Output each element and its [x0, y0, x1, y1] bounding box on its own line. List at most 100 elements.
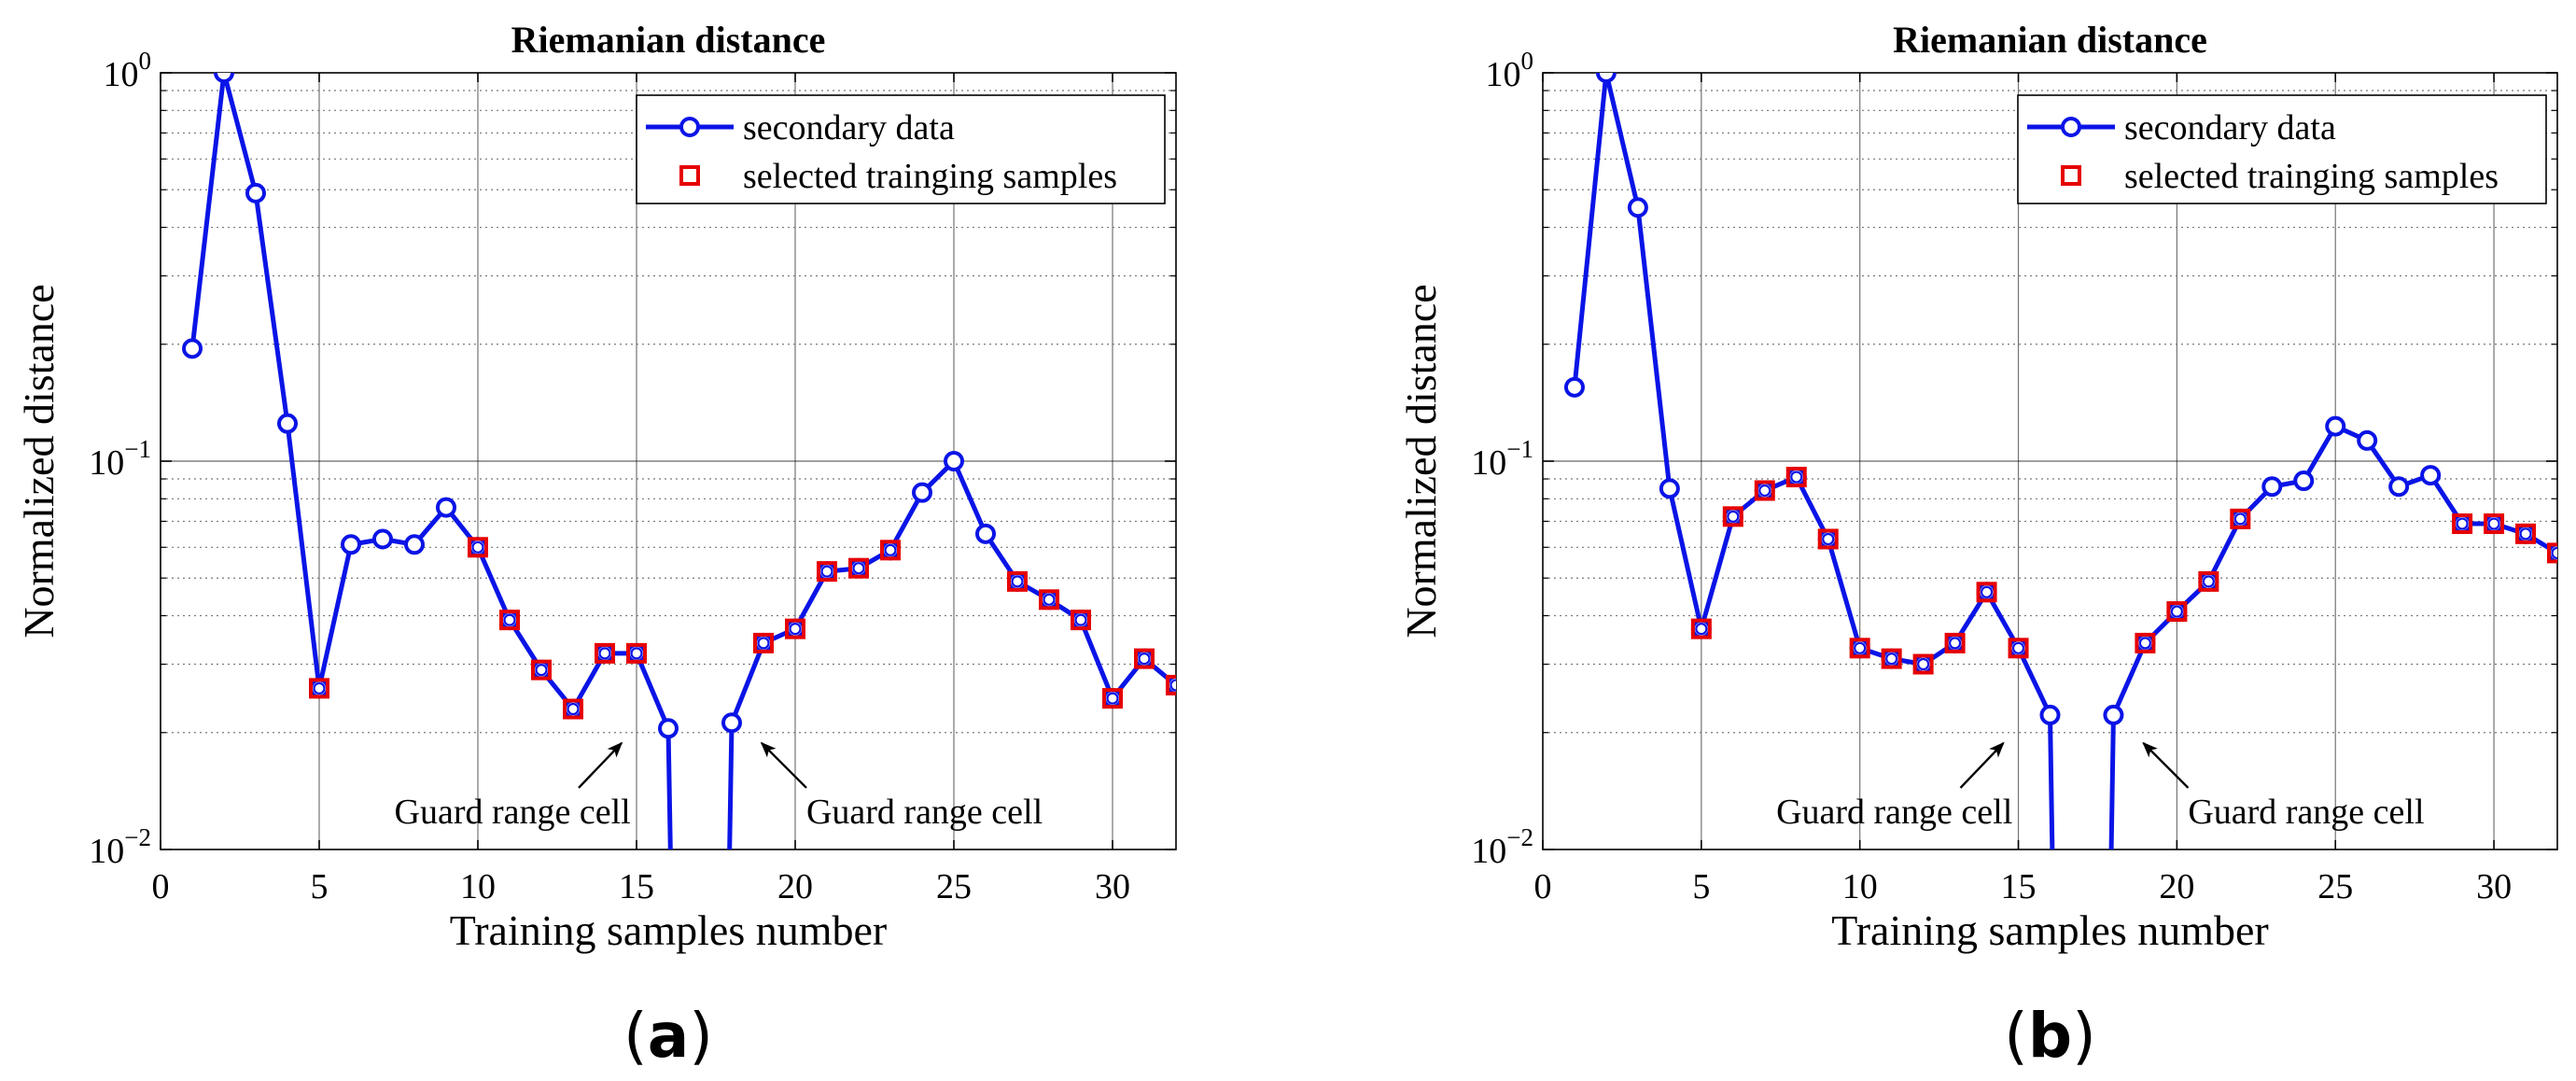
selected-sample-inner	[2519, 527, 2532, 540]
selected-sample-marker	[1007, 570, 1028, 592]
selected-sample-inner	[1917, 657, 1930, 671]
selected-sample-marker	[2484, 513, 2505, 535]
legend-circle-swatch	[2061, 117, 2081, 137]
secondary-data-drop	[727, 723, 735, 849]
secondary-data-point	[944, 451, 964, 471]
legend-box	[2017, 94, 2547, 204]
selected-sample-marker	[563, 698, 583, 720]
secondary-data-point	[1563, 376, 1585, 398]
selected-sample-marker	[2452, 513, 2473, 535]
selected-sample-inner	[1854, 641, 1867, 654]
secondary-data-point	[245, 182, 266, 204]
panel-label: (b)	[2004, 1000, 2096, 1072]
x-tick-label: 15	[2001, 867, 2037, 906]
legend-entry: secondary data	[743, 108, 955, 147]
legend-box	[636, 94, 1166, 204]
annotation-label: Guard range cell	[395, 793, 631, 832]
secondary-data-point	[277, 413, 298, 434]
secondary-data-drop	[2048, 714, 2055, 849]
y-tick-exponent: −1	[1506, 435, 1533, 463]
selected-sample-marker	[848, 557, 869, 579]
secondary-data-point	[2103, 704, 2124, 725]
x-tick-label: 15	[619, 867, 654, 906]
annotations: Guard range cell Guard range cell	[395, 741, 1043, 832]
y-tick-exponent: −2	[1506, 823, 1533, 851]
selected-sample-marker	[309, 678, 329, 699]
legend-square-swatch	[2061, 165, 2081, 186]
selected-sample-marker	[2547, 542, 2557, 564]
chart-title: Riemanian distance	[511, 19, 826, 61]
x-tick-label: 25	[2317, 867, 2353, 906]
selected-sample-inner	[757, 637, 770, 650]
selected-sample-inner	[1106, 692, 1119, 705]
y-tick-exponent: −2	[124, 823, 151, 851]
secondary-data-point	[182, 338, 203, 359]
annotation-arrow	[1959, 741, 2005, 789]
panel-label-letter: a	[648, 1000, 690, 1072]
chart-title: Riemanian distance	[1893, 19, 2207, 61]
secondary-data-point	[404, 534, 425, 555]
secondary-data-point	[975, 523, 996, 544]
x-axis-label: Training samples number	[1831, 906, 2269, 954]
x-tick-label: 30	[2476, 867, 2512, 906]
selected-sample-marker	[1722, 506, 1743, 527]
selected-sample-inner	[1948, 637, 1962, 650]
annotation-label: Guard range cell	[2188, 793, 2424, 832]
legend: secondary data selected trainging samples	[636, 94, 1166, 204]
secondary-data-point	[2420, 465, 2442, 486]
selected-sample-inner	[313, 681, 326, 695]
selected-sample-marker	[1881, 648, 1902, 669]
x-axis: 0 5 10 15 20 25 30	[1534, 73, 2512, 906]
secondary-data-point	[2357, 429, 2378, 451]
selected-sample-marker	[2230, 508, 2251, 529]
x-tick-label: 0	[1534, 867, 1552, 906]
selected-sample-inner	[1885, 652, 1898, 666]
y-tick-base: 10	[89, 832, 124, 871]
selected-sample-marker	[1912, 653, 1934, 675]
selected-sample-inner	[503, 613, 516, 626]
selected-sample-inner	[567, 702, 580, 716]
selected-sample-inner	[535, 664, 548, 677]
selected-sample-inner	[1138, 652, 1151, 666]
selected-sample-inner	[2233, 512, 2247, 526]
selected-sample-inner	[1727, 510, 1740, 523]
selected-sample-marker	[753, 632, 774, 653]
x-tick-label: 10	[1842, 867, 1878, 906]
panel-label-open: (	[623, 1000, 648, 1072]
legend-entry: selected trainging samples	[743, 157, 1117, 196]
secondary-data-point	[912, 482, 932, 503]
selected-sample-inner	[2011, 641, 2025, 654]
selected-sample-marker	[626, 642, 647, 664]
selected-sample-marker	[1754, 480, 1775, 501]
selected-sample-inner	[598, 647, 611, 660]
x-axis: 0 5 10 15 20 25 30	[152, 73, 1130, 906]
selected-sample-inner	[1758, 484, 1771, 498]
secondary-data-point	[2039, 704, 2061, 725]
x-tick-label: 20	[777, 867, 813, 906]
selected-sample-marker	[1166, 674, 1176, 695]
plot-series	[182, 73, 1176, 849]
selected-sample-inner	[1169, 679, 1176, 692]
secondary-data-point	[436, 497, 456, 518]
selected-sample-inner	[852, 562, 865, 575]
y-tick-base: 10	[1471, 443, 1506, 483]
selected-sample-marker	[1690, 618, 1712, 639]
panel-label-open: (	[2004, 1000, 2028, 1072]
secondary-data-drop	[2108, 714, 2116, 849]
panel-label-letter: b	[2028, 1000, 2072, 1072]
selected-sample-marker	[2135, 632, 2156, 653]
plot-series	[1563, 73, 2557, 849]
selected-sample-inner	[1822, 532, 1835, 546]
selected-sample-marker	[1134, 648, 1155, 669]
selected-sample-marker	[1071, 610, 1091, 631]
selected-sample-marker	[1817, 528, 1839, 550]
y-axis-label: Normalized distance	[15, 284, 63, 638]
selected-sample-inner	[1043, 593, 1056, 606]
annotation-label: Guard range cell	[1776, 793, 2012, 832]
selected-sample-marker	[1785, 467, 1807, 488]
